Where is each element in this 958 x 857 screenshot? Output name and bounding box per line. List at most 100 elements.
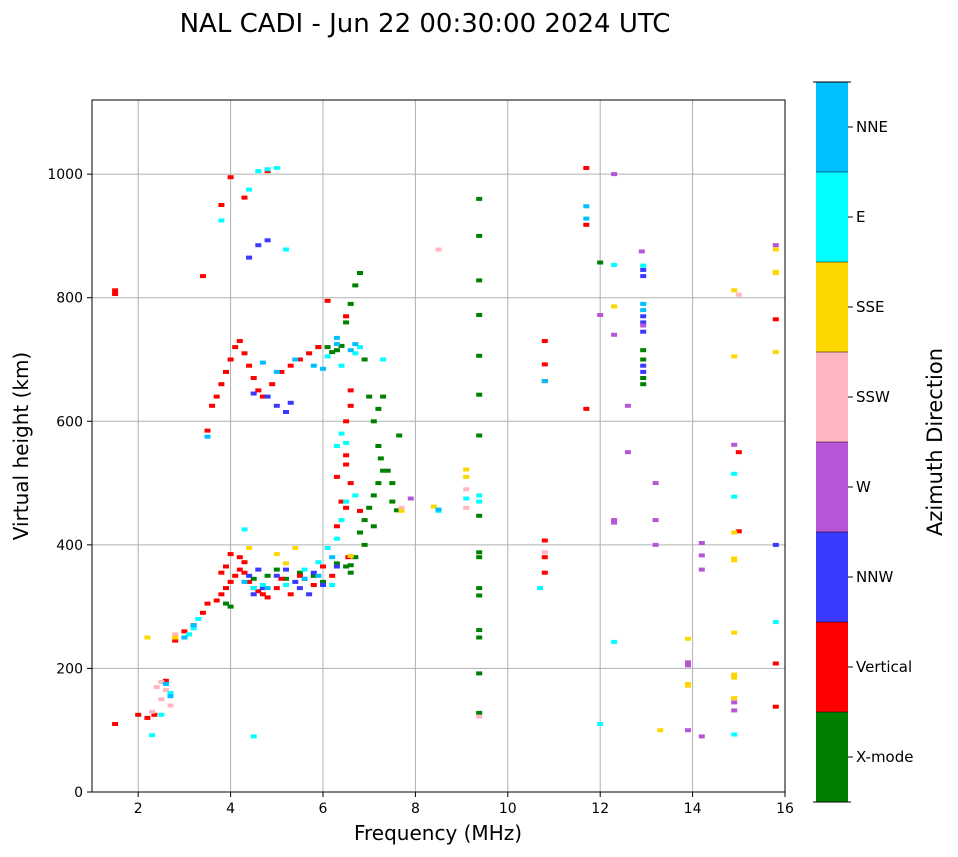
echo-point	[640, 314, 647, 319]
echo-point	[218, 382, 225, 387]
echo-point	[324, 298, 331, 303]
echo-point	[296, 570, 303, 575]
colorbar-tick-label: NNE	[856, 118, 888, 136]
echo-point	[218, 203, 225, 207]
echo-point	[149, 733, 156, 738]
echo-point	[246, 363, 253, 368]
echo-point	[476, 196, 483, 201]
echo-point	[357, 271, 363, 275]
echo-point	[772, 542, 779, 547]
echo-point	[190, 626, 197, 631]
x-tick-label: 16	[776, 801, 794, 817]
y-tick-label: 200	[56, 661, 83, 677]
echo-point	[283, 567, 289, 572]
echo-point	[463, 496, 470, 501]
echo-point	[310, 570, 317, 575]
echo-point	[250, 592, 257, 597]
echo-point	[343, 505, 350, 510]
echo-point	[476, 635, 483, 640]
echo-point	[223, 564, 229, 569]
echo-point	[259, 592, 266, 597]
echo-point	[172, 632, 179, 637]
echo-point	[463, 487, 470, 492]
echo-point	[476, 493, 483, 498]
echo-point	[407, 496, 414, 501]
colorbar-swatch	[816, 352, 848, 442]
echo-point	[190, 623, 197, 628]
echo-point	[241, 195, 248, 200]
echo-point	[476, 278, 483, 283]
echo-point	[347, 554, 354, 558]
echo-point	[698, 567, 705, 572]
echo-point	[162, 688, 169, 693]
echo-point	[772, 317, 779, 322]
echo-point	[380, 394, 387, 399]
colorbar-label: Azimuth Direction	[923, 348, 947, 536]
echo-point	[333, 564, 340, 569]
echo-point	[640, 308, 647, 313]
echo-point	[640, 263, 647, 268]
echo-point	[338, 363, 345, 368]
echo-point	[301, 567, 308, 572]
echo-point	[306, 351, 313, 356]
echo-point	[476, 671, 483, 676]
echo-point	[320, 366, 326, 371]
echo-point	[343, 320, 350, 325]
echo-point	[151, 712, 158, 717]
echo-point	[731, 675, 738, 680]
echo-point	[338, 343, 345, 348]
echo-point	[541, 339, 548, 343]
echo-point	[735, 529, 742, 534]
echo-point	[246, 573, 253, 578]
echo-point	[287, 592, 294, 597]
echo-point	[227, 175, 234, 180]
echo-point	[537, 586, 544, 591]
echo-point	[624, 403, 631, 408]
echo-point	[685, 728, 691, 733]
echo-point	[476, 628, 483, 633]
echo-point	[227, 357, 234, 362]
echo-point	[640, 329, 647, 334]
echo-point	[343, 462, 350, 467]
echo-point	[223, 586, 229, 591]
echo-point	[264, 573, 271, 578]
echo-point	[731, 558, 738, 563]
echo-point	[264, 167, 271, 172]
echo-point	[278, 576, 285, 581]
echo-point	[158, 697, 165, 702]
echo-point	[241, 579, 248, 584]
echo-point	[611, 172, 618, 177]
echo-point	[611, 518, 618, 523]
echo-point	[333, 536, 340, 541]
echo-point	[435, 507, 442, 512]
echo-point	[357, 508, 363, 513]
echo-point	[476, 593, 483, 598]
echo-point	[255, 589, 262, 594]
echo-point	[135, 712, 142, 717]
echo-point	[611, 332, 618, 337]
echo-point	[375, 406, 382, 411]
echo-point	[731, 630, 738, 635]
echo-point	[264, 238, 271, 243]
echo-point	[259, 360, 266, 365]
echo-point	[223, 369, 229, 374]
echo-point	[640, 357, 647, 362]
echo-point	[209, 403, 216, 408]
echo-point	[347, 481, 354, 486]
echo-point	[264, 586, 271, 591]
axis-ticks: 2 4 6 8 10 12 14 16 0 200 400 600 800 1000	[47, 167, 794, 817]
echo-point	[241, 570, 248, 575]
echo-point	[735, 292, 742, 297]
echo-point	[310, 583, 317, 587]
echo-point	[324, 354, 331, 359]
x-axis-label: Frequency (MHz)	[354, 821, 522, 845]
echo-point	[329, 583, 336, 587]
y-tick-label: 1000	[47, 167, 83, 183]
y-axis-label: Virtual height (km)	[9, 352, 33, 541]
echo-point	[264, 595, 271, 600]
echo-point	[296, 573, 303, 578]
y-tick-label: 0	[74, 785, 83, 801]
echo-point	[199, 610, 206, 615]
y-tick-label: 400	[56, 538, 83, 554]
